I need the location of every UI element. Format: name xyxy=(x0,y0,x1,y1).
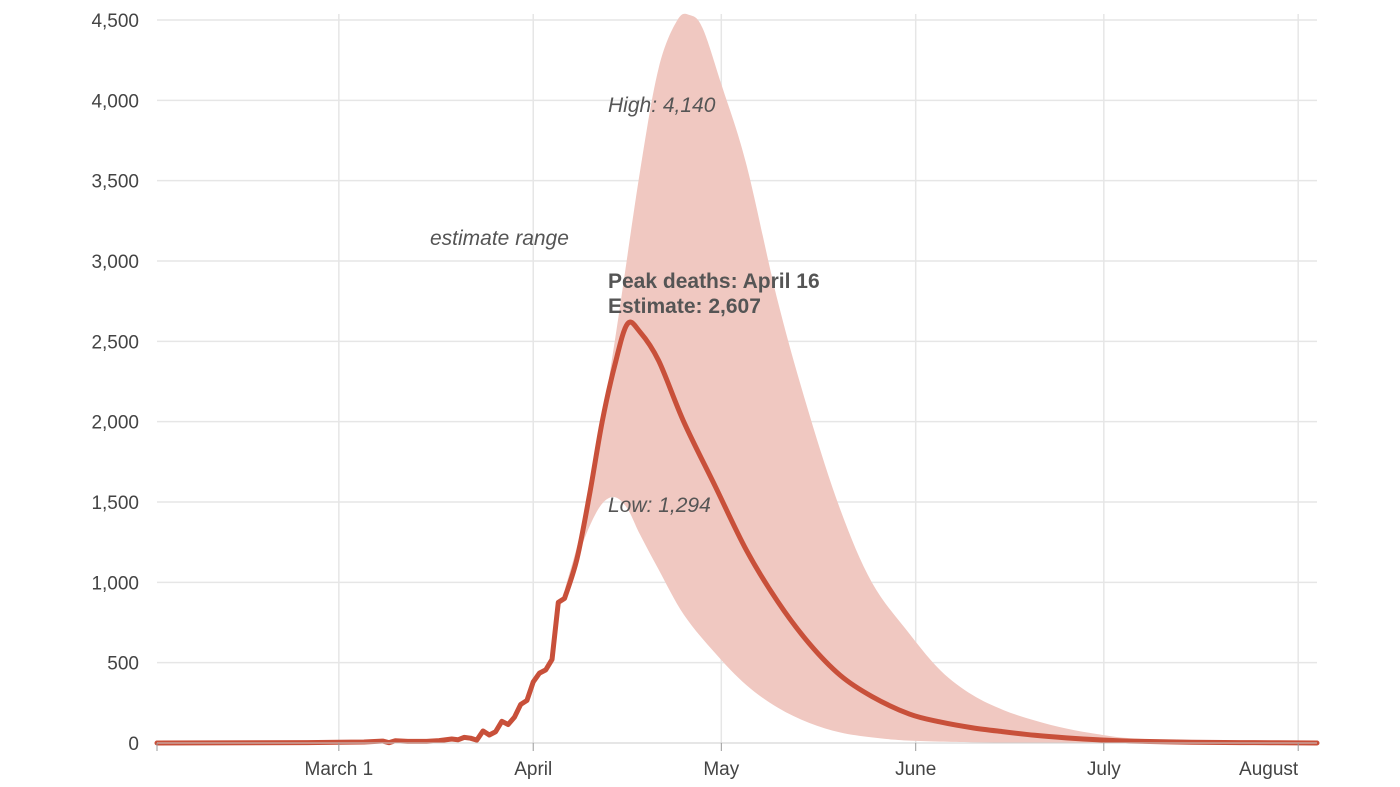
x-tick-label: June xyxy=(895,759,936,780)
peak-deaths-label: Peak deaths: April 16 xyxy=(608,270,820,293)
estimate-range-label: estimate range xyxy=(430,227,569,250)
y-tick-label: 2,000 xyxy=(91,413,139,434)
x-tick-label: May xyxy=(703,759,739,780)
x-tick-label: July xyxy=(1087,759,1121,780)
y-axis-ticks: 0 500 1,000 1,500 2,000 2,500 3,000 3,500 4,000 4… xyxy=(91,11,139,755)
y-tick-label: 500 xyxy=(107,654,139,675)
y-tick-label: 1,000 xyxy=(91,573,139,594)
y-tick-label: 4,500 xyxy=(91,11,139,32)
estimate-range-band xyxy=(558,13,1317,744)
estimate-line xyxy=(154,319,1320,746)
y-tick-label: 4,000 xyxy=(91,91,139,112)
low-estimate-label: Low: 1,294 xyxy=(608,494,711,517)
x-axis-ticks: March 1 April May June July August xyxy=(156,743,1299,780)
x-tick-label: August xyxy=(1239,759,1299,780)
x-tick-label: April xyxy=(514,759,552,780)
y-tick-label: 1,500 xyxy=(91,493,139,514)
y-tick-label: 0 xyxy=(128,734,139,755)
y-tick-label: 3,500 xyxy=(91,172,139,193)
x-tick-label: March 1 xyxy=(305,759,374,780)
peak-estimate-label: Estimate: 2,607 xyxy=(608,295,761,318)
y-tick-label: 2,500 xyxy=(91,332,139,353)
high-estimate-label: High: 4,140 xyxy=(608,94,716,117)
y-tick-label: 3,000 xyxy=(91,252,139,273)
